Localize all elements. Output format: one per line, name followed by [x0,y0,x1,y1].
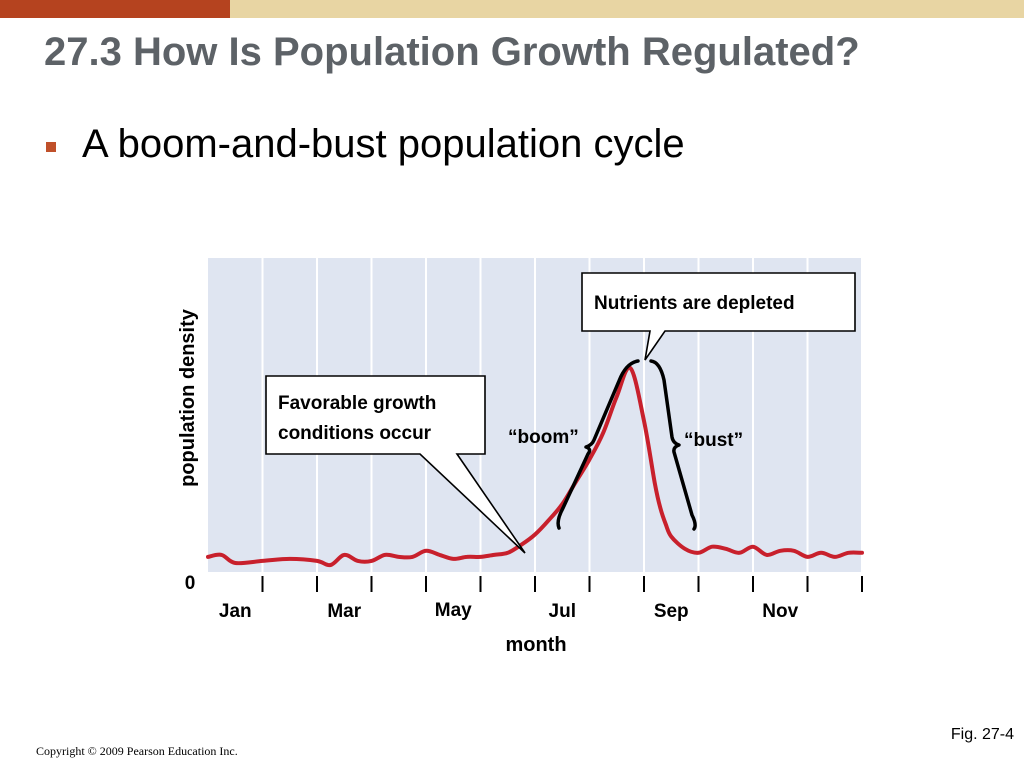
y-axis-label: population density [177,308,199,487]
x-tick-label-nov: Nov [762,601,798,622]
copyright-notice: Copyright © 2009 Pearson Education Inc. [36,744,238,758]
slide-title: 27.3 How Is Population Growth Regulated? [44,30,860,74]
x-axis-label: month [505,634,566,656]
favorable-growth-callout-box [265,375,526,554]
favorable-growth-label-line1: Favorable growth [278,393,436,414]
square-bullet-icon [46,141,56,152]
bullet-text: A boom-and-bust population cycle [82,122,685,166]
x-tick-label-mar: Mar [327,601,361,622]
figure-label: Fig. 27-4 [950,726,1014,743]
x-tick-label-may: May [435,600,472,621]
nutrients-depleted-label: Nutrients are depleted [594,293,795,314]
bullet-point: A boom-and-bust population cycle [46,122,685,167]
x-tick-label-jul: Jul [549,601,576,622]
title-top-bar [230,0,1024,18]
y-tick-label-0: 0 [185,573,196,594]
title-accent-bar [0,0,230,18]
bust-label: “bust” [684,430,743,451]
x-tick-label-sep: Sep [654,601,689,622]
nutrients-depleted-callout-box [581,272,856,361]
x-tick-label-jan: Jan [219,601,252,622]
boom-label: “boom” [508,427,579,448]
boom-bracket [556,359,640,530]
bust-bracket [649,359,697,531]
favorable-growth-label-line2: conditions occur [278,423,432,444]
